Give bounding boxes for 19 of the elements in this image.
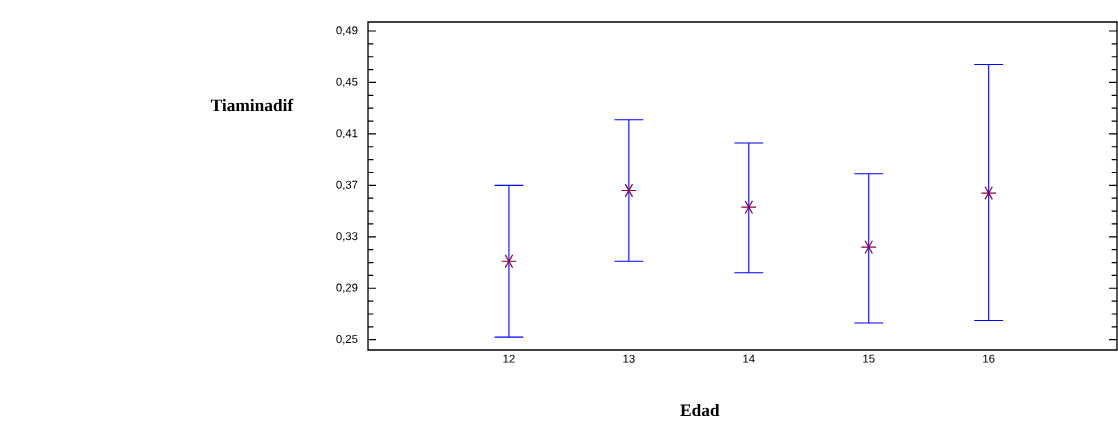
point [501, 254, 517, 269]
x-axis-title: Edad [680, 404, 720, 417]
point [980, 186, 997, 201]
point [740, 200, 757, 215]
y-tick-label: 0,41 [336, 129, 358, 139]
y-tick-label: 0,37 [336, 180, 358, 191]
y-tick-label: 0,45 [336, 78, 358, 88]
x-tick-label: 15 [863, 354, 875, 363]
y-tick-label: 0,49 [336, 26, 358, 36]
x-tick-label: 13 [623, 354, 635, 363]
point [620, 183, 637, 198]
y-tick-label: 0,33 [336, 232, 358, 242]
point [860, 240, 877, 255]
y-tick-label: 0,29 [336, 283, 358, 294]
x-tick-label: 16 [983, 354, 995, 363]
y-tick-label: 0,25 [336, 335, 358, 345]
x-tick-label: 12 [503, 354, 515, 363]
x-tick-label: 14 [743, 354, 755, 363]
y-axis-title: Tiaminadif [210, 99, 294, 112]
